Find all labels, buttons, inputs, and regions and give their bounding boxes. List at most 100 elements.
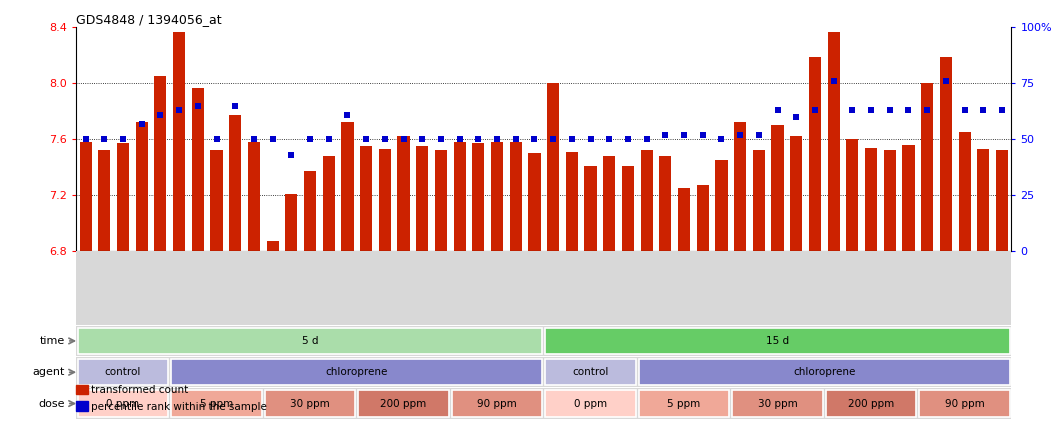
Text: 0 ppm: 0 ppm (107, 398, 140, 409)
Point (170, 107, 187, 113)
Point (395, 136, 412, 143)
Bar (265, 390, 355, 417)
Text: 5 d: 5 d (302, 336, 319, 346)
Bar (267, 241, 279, 251)
Point (526, 136, 543, 143)
Point (676, 131, 693, 138)
Bar (827, 32, 840, 251)
Bar (919, 390, 1010, 417)
Bar (528, 153, 540, 251)
Text: chloroprene: chloroprene (325, 367, 388, 377)
Bar (678, 188, 690, 251)
Point (825, 78, 842, 85)
Point (246, 136, 263, 143)
Bar (939, 57, 952, 251)
Bar (416, 146, 428, 251)
Bar (435, 150, 447, 251)
Point (264, 136, 281, 143)
Point (320, 136, 337, 143)
Bar (323, 156, 335, 251)
Point (358, 136, 375, 143)
Point (133, 120, 150, 127)
Bar (977, 149, 989, 251)
Text: 15 d: 15 d (766, 336, 789, 346)
Point (732, 131, 749, 138)
Bar (753, 150, 765, 251)
Point (769, 107, 786, 113)
Bar (248, 142, 261, 251)
Point (975, 107, 992, 113)
Bar (639, 390, 730, 417)
Point (600, 136, 617, 143)
Text: 0 ppm: 0 ppm (574, 398, 607, 409)
Text: 5 ppm: 5 ppm (200, 398, 233, 409)
Point (937, 78, 954, 85)
Text: control: control (572, 367, 609, 377)
Bar (304, 171, 316, 251)
Bar (921, 83, 933, 251)
Bar (902, 145, 915, 251)
Text: 90 ppm: 90 ppm (478, 398, 517, 409)
Point (544, 136, 561, 143)
Point (376, 136, 393, 143)
Bar (566, 152, 578, 251)
Bar (98, 150, 110, 251)
Bar (660, 156, 671, 251)
Point (713, 136, 730, 143)
Bar (545, 390, 635, 417)
Point (190, 102, 207, 109)
Text: transformed count: transformed count (91, 385, 189, 395)
Bar (77, 359, 168, 385)
Point (488, 136, 505, 143)
Point (414, 136, 431, 143)
Text: chloroprene: chloroprene (793, 367, 856, 377)
Point (788, 113, 805, 120)
Bar (358, 390, 449, 417)
Bar (452, 390, 542, 417)
Text: dose: dose (38, 398, 65, 409)
Point (807, 107, 824, 113)
Point (470, 136, 487, 143)
Point (881, 107, 898, 113)
Text: agent: agent (33, 367, 65, 377)
Point (751, 131, 768, 138)
Bar (639, 359, 1010, 385)
Bar (172, 390, 262, 417)
Text: control: control (105, 367, 141, 377)
Bar (697, 185, 708, 251)
Point (919, 107, 936, 113)
Text: 30 ppm: 30 ppm (757, 398, 797, 409)
Point (283, 151, 300, 158)
Point (582, 136, 599, 143)
Bar (865, 148, 877, 251)
Bar (545, 328, 1010, 354)
Text: percentile rank within the sample: percentile rank within the sample (91, 401, 267, 412)
Bar (790, 136, 803, 251)
Point (620, 136, 636, 143)
Bar (641, 150, 652, 251)
Point (208, 136, 225, 143)
Bar (548, 83, 559, 251)
Text: 200 ppm: 200 ppm (380, 398, 427, 409)
Bar (958, 132, 971, 251)
Bar (116, 143, 129, 251)
Bar (995, 150, 1008, 251)
Point (507, 136, 524, 143)
Bar (173, 32, 185, 251)
Point (151, 111, 168, 118)
Point (956, 107, 973, 113)
Bar (734, 122, 747, 251)
Bar (155, 77, 166, 251)
Bar (809, 57, 821, 251)
Bar (716, 160, 728, 251)
Bar (604, 156, 615, 251)
Bar (397, 136, 410, 251)
Text: 30 ppm: 30 ppm (290, 398, 330, 409)
Point (695, 131, 712, 138)
Point (339, 111, 356, 118)
Bar (77, 328, 542, 354)
Bar (772, 125, 784, 251)
Text: 5 ppm: 5 ppm (667, 398, 701, 409)
Bar (585, 166, 596, 251)
Point (863, 107, 880, 113)
